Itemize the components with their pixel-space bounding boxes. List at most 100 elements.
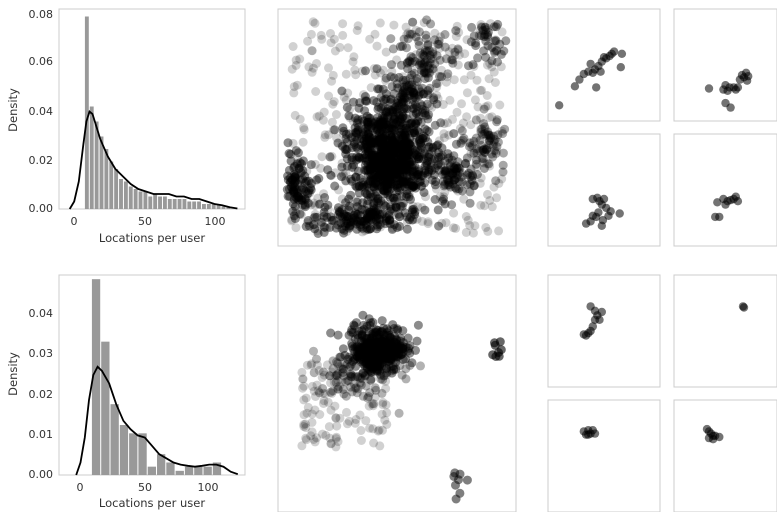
scatter-point [343, 212, 353, 221]
scatter-point [374, 334, 384, 344]
scatter-point [352, 351, 362, 361]
scatter-point [398, 347, 408, 357]
scatter-point [332, 421, 342, 431]
scatter-point [373, 168, 383, 178]
scatter-point [348, 117, 358, 126]
scatter-point [376, 171, 386, 181]
scatter-point [389, 157, 399, 167]
scatter-point [370, 138, 380, 148]
scatter-point [424, 152, 433, 162]
scatter-point [394, 139, 404, 149]
scatter-point [406, 178, 415, 187]
scatter-point [370, 159, 380, 169]
scatter-point [440, 179, 450, 189]
scatter-point [371, 327, 381, 337]
scatter-point [408, 171, 418, 181]
scatter-point [465, 142, 474, 152]
scatter-point [475, 25, 485, 35]
scatter-point [392, 159, 402, 169]
scatter-point [369, 138, 379, 148]
scatter-point [396, 118, 406, 127]
scatter-point [359, 180, 368, 190]
scatter-point [347, 325, 357, 335]
scatter-point [393, 83, 403, 93]
scatter-point [414, 60, 424, 70]
scatter-point [375, 210, 385, 219]
scatter-point [315, 199, 325, 209]
scatter-point [467, 143, 477, 153]
scatter-point [421, 133, 430, 143]
scatter-point [481, 52, 491, 62]
scatter-point [408, 17, 418, 27]
scatter-point [378, 65, 388, 75]
scatter-point [360, 216, 369, 226]
scatter-point [284, 184, 294, 194]
scatter-point [380, 157, 390, 167]
scatter-point [389, 172, 399, 182]
scatter-point [408, 87, 418, 97]
scatter-point [409, 167, 419, 176]
scatter-point [360, 226, 370, 236]
scatter-point [401, 163, 411, 173]
scatter-point [379, 160, 389, 170]
scatter-point [355, 216, 365, 226]
scatter-point [343, 354, 353, 364]
scatter-point [392, 152, 401, 162]
scatter-point [385, 175, 395, 185]
scatter-point [397, 191, 407, 201]
scatter-point [394, 162, 404, 172]
scatter-point [410, 210, 420, 219]
scatter-point [372, 328, 382, 338]
scatter-point [400, 88, 410, 98]
scatter-point [358, 205, 368, 214]
scatter-point [391, 169, 401, 179]
scatter-point [289, 163, 299, 173]
scatter-point [383, 161, 393, 171]
scatter-point [381, 219, 390, 229]
scatter-point [391, 168, 400, 178]
scatter-point [382, 180, 392, 190]
scatter-point [391, 202, 401, 212]
scatter-point [384, 359, 394, 369]
scatter-point [393, 178, 403, 188]
scatter-point [371, 339, 381, 349]
scatter-point [348, 213, 358, 223]
scatter-point [417, 181, 426, 191]
scatter-point [372, 338, 382, 348]
scatter-point [460, 158, 470, 168]
scatter-point [466, 37, 476, 47]
scatter-point [388, 137, 398, 147]
scatter-point [380, 353, 390, 363]
scatter-point [419, 51, 429, 61]
scatter-point [387, 179, 396, 189]
scatter-point [373, 356, 383, 366]
scatter-point [365, 164, 375, 174]
scatter-point [389, 347, 399, 357]
scatter-point [454, 176, 464, 186]
scatter-point [397, 158, 407, 168]
scatter-point [310, 18, 320, 28]
scatter-point [471, 159, 481, 169]
scatter-point [288, 206, 298, 216]
scatter-point [586, 59, 595, 69]
scatter-point [379, 117, 389, 127]
scatter-point [357, 227, 367, 237]
scatter-point [369, 64, 379, 73]
scatter-point [309, 220, 318, 230]
scatter-point [379, 175, 388, 185]
scatter-point [312, 433, 322, 443]
scatter-point [351, 371, 361, 381]
scatter-point [331, 371, 341, 381]
scatter-point [615, 209, 624, 218]
scatter-point [367, 168, 376, 178]
scatter-point [381, 156, 391, 166]
scatter-point [401, 104, 411, 114]
scatter-point [289, 170, 299, 179]
scatter-point [347, 133, 357, 142]
scatter-point [479, 32, 489, 42]
scatter-point [376, 93, 386, 103]
scatter-point [406, 87, 416, 96]
scatter-point [431, 177, 441, 187]
scatter-point [450, 164, 459, 174]
scatter-point [301, 419, 310, 429]
